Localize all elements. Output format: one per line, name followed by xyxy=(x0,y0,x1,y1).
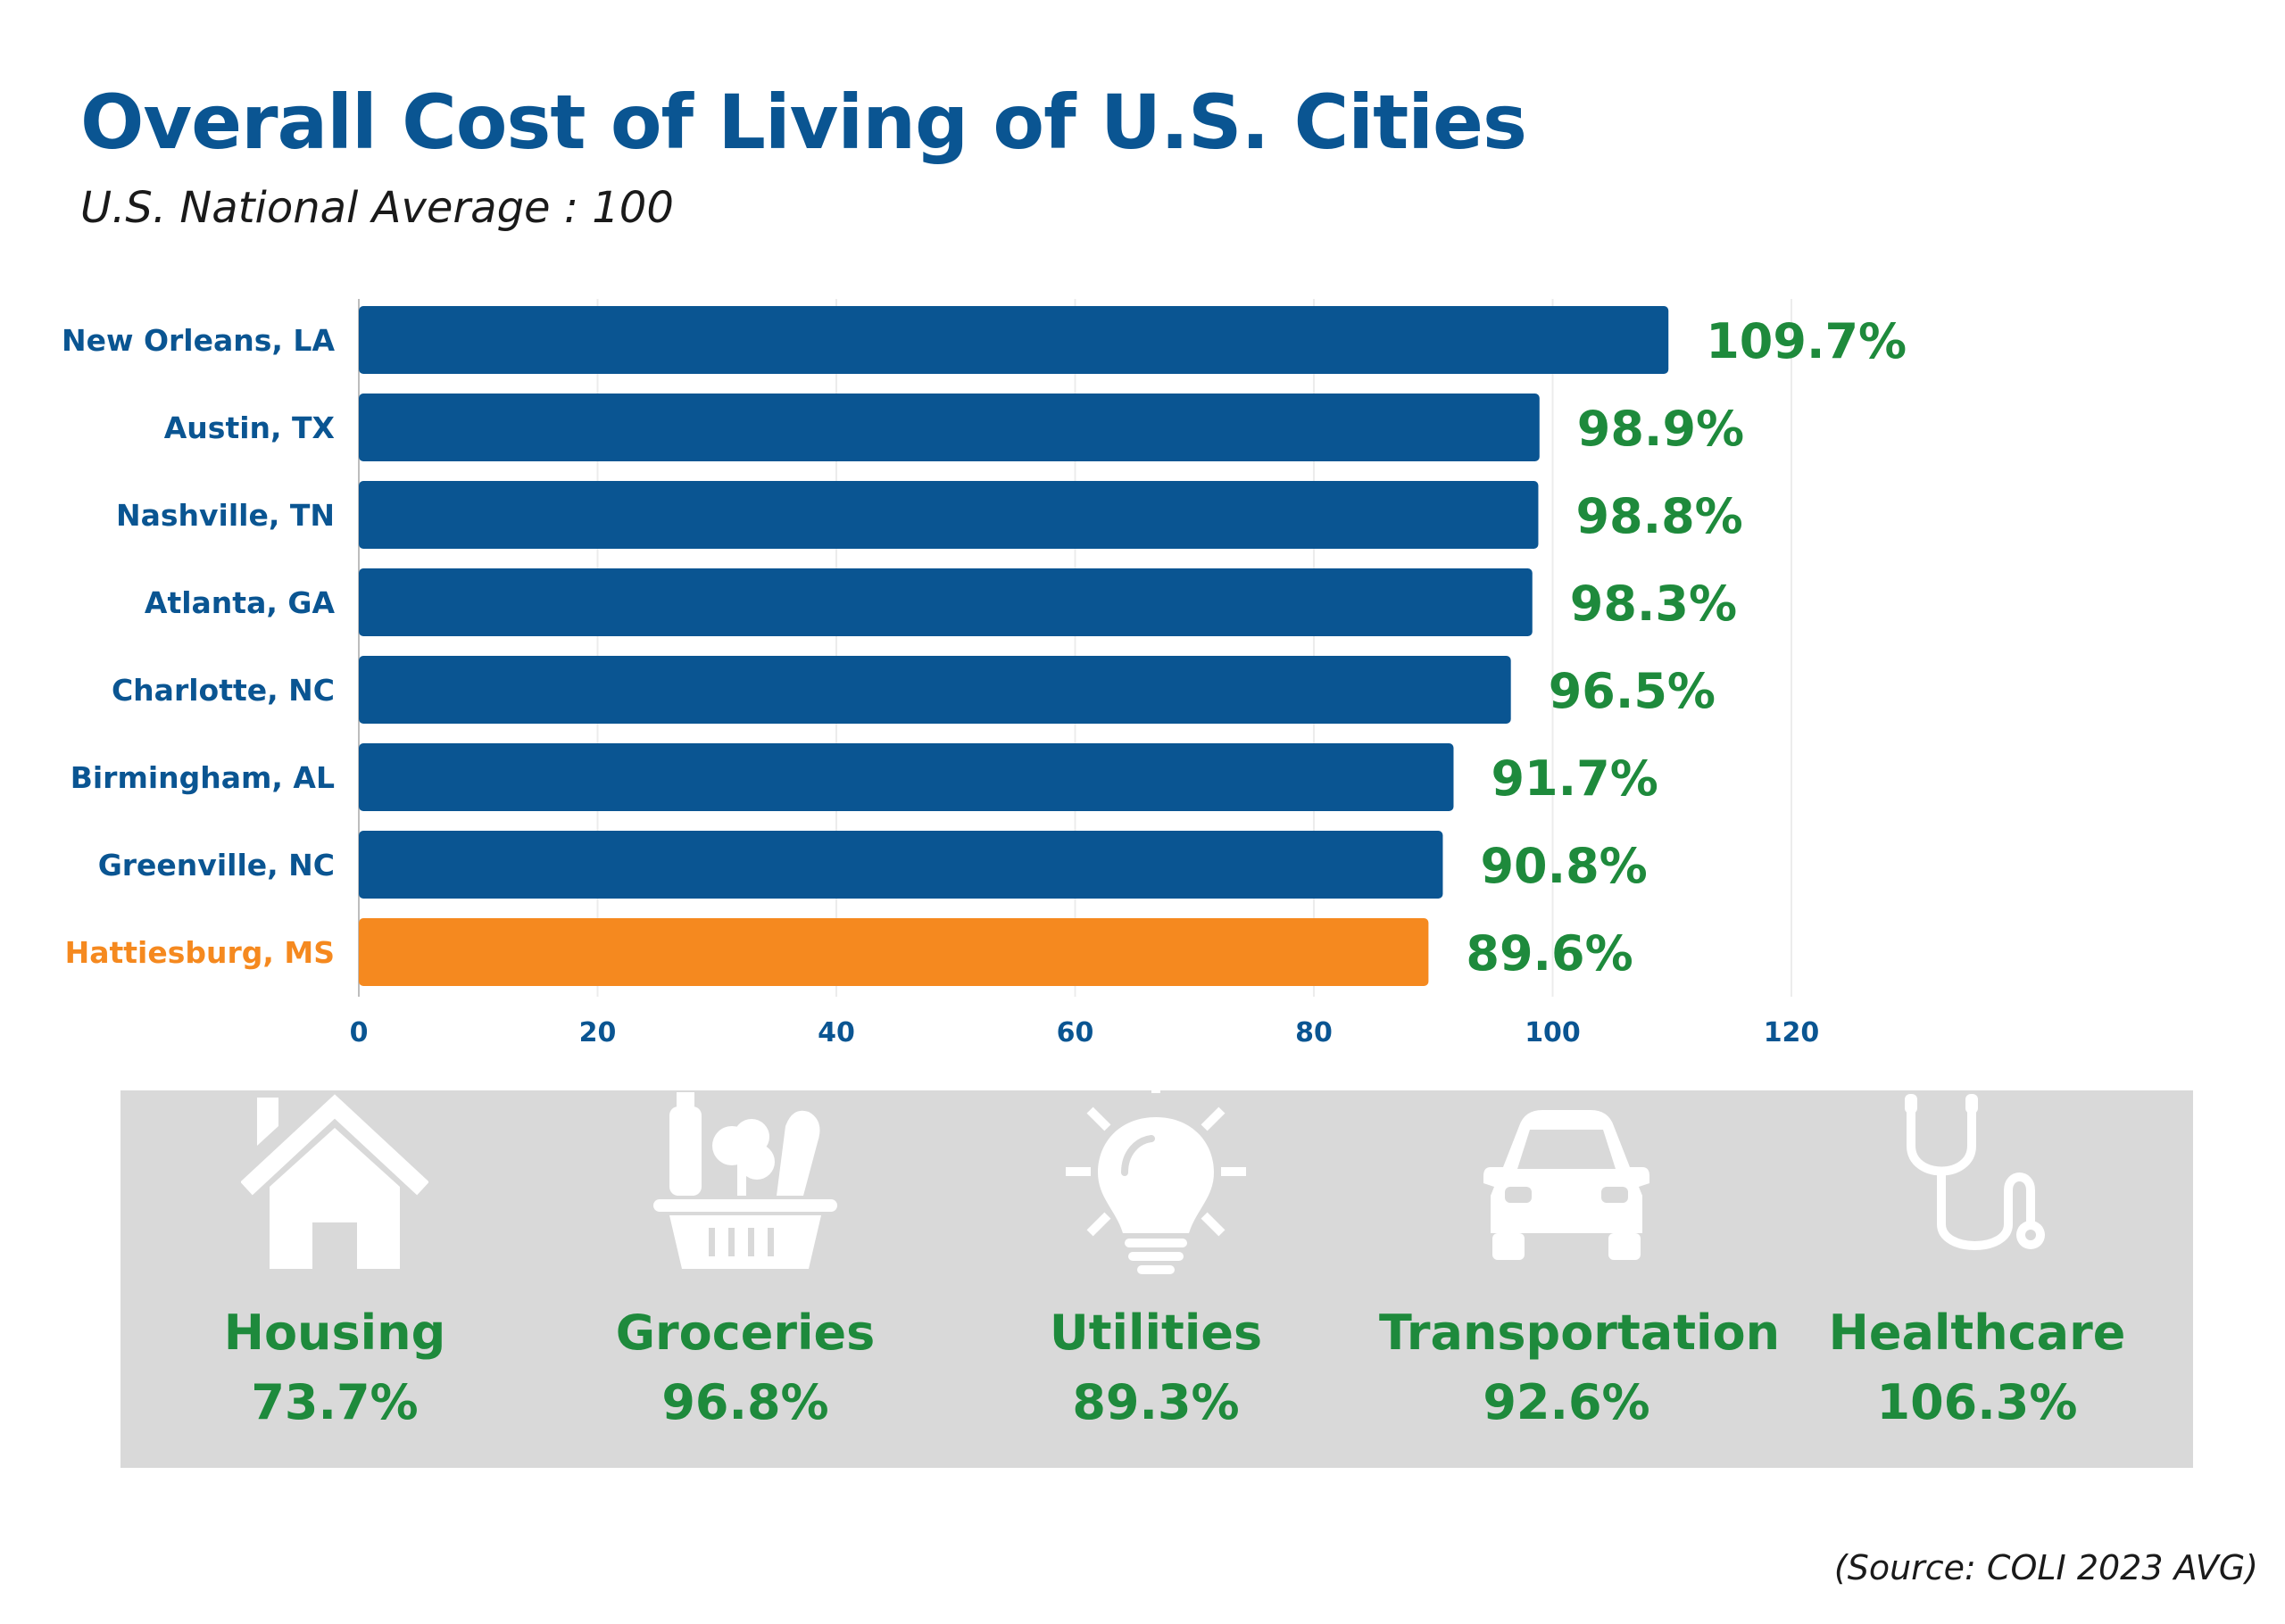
bar xyxy=(359,918,1429,986)
bar xyxy=(359,568,1533,636)
category-groceries: Groceries 96.8% xyxy=(558,1090,933,1468)
category-value: 89.3% xyxy=(1072,1374,1240,1430)
value-label: 91.7% xyxy=(1491,750,1658,807)
bar xyxy=(359,831,1443,899)
category-value: 106.3% xyxy=(1876,1374,2078,1430)
category-utilities: Utilities 89.3% xyxy=(968,1068,1343,1468)
value-label: 98.9% xyxy=(1577,401,1744,457)
category-label: New Orleans, LA xyxy=(62,323,335,358)
x-tick-label: 120 xyxy=(1764,1017,1820,1048)
category-housing: Housing 73.7% xyxy=(147,1090,522,1468)
bars xyxy=(359,306,1669,986)
category-label: Nashville, TN xyxy=(116,498,335,533)
source-note: (Source: COLI 2023 AVG) xyxy=(1833,1548,2258,1587)
category-value: 73.7% xyxy=(251,1374,419,1430)
category-label: Housing xyxy=(223,1305,446,1361)
category-labels: New Orleans, LA Austin, TX Nashville, TN At… xyxy=(62,323,335,970)
category-label: Hattiesburg, MS xyxy=(65,935,335,970)
x-tick-label: 0 xyxy=(350,1017,369,1048)
category-healthcare: Healthcare 106.3% xyxy=(1790,1090,2165,1468)
value-label: 96.5% xyxy=(1549,663,1716,719)
category-transportation: Transportation 92.6% xyxy=(1379,1090,1781,1468)
bar xyxy=(359,394,1540,461)
x-axis-ticks: 0 20 40 60 80 100 120 xyxy=(350,1017,1820,1048)
category-label: Transportation xyxy=(1379,1305,1781,1361)
stethoscope-icon xyxy=(1905,1094,2045,1250)
bar xyxy=(359,656,1511,724)
category-label: Utilities xyxy=(1049,1305,1263,1361)
value-label: 98.8% xyxy=(1575,488,1742,544)
value-labels: 109.7% 98.9% 98.8% 98.3% 96.5% 91.7% 90.8% 89.6… xyxy=(1466,313,1907,982)
value-label: 98.3% xyxy=(1570,576,1737,632)
category-label: Austin, TX xyxy=(164,410,335,445)
bar xyxy=(359,481,1539,549)
category-panel: Housing 73.7% Groceries 96.8% xyxy=(120,1068,2193,1468)
category-label: Healthcare xyxy=(1828,1305,2126,1361)
bar xyxy=(359,743,1454,811)
x-tick-label: 40 xyxy=(818,1017,855,1048)
page-subtitle: U.S. National Average : 100 xyxy=(80,183,674,233)
x-tick-label: 60 xyxy=(1057,1017,1094,1048)
house-icon xyxy=(241,1094,428,1269)
category-label: Greenville, NC xyxy=(98,848,335,882)
x-tick-label: 100 xyxy=(1525,1017,1581,1048)
category-label: Birmingham, AL xyxy=(71,760,335,795)
category-label: Atlanta, GA xyxy=(145,585,336,620)
bar xyxy=(359,306,1669,374)
category-value: 92.6% xyxy=(1483,1374,1650,1430)
value-label: 89.6% xyxy=(1466,925,1633,982)
category-label: Groceries xyxy=(615,1305,876,1361)
x-tick-label: 80 xyxy=(1295,1017,1333,1048)
value-label: 90.8% xyxy=(1480,838,1647,894)
category-value: 96.8% xyxy=(661,1374,829,1430)
category-label: Charlotte, NC xyxy=(112,673,335,708)
value-label: 109.7% xyxy=(1706,313,1907,369)
cost-of-living-bar-chart: New Orleans, LA Austin, TX Nashville, TN At… xyxy=(62,299,1907,1048)
lightbulb-icon xyxy=(1066,1068,1246,1274)
car-icon xyxy=(1483,1110,1649,1260)
grocery-basket-icon xyxy=(653,1092,837,1269)
x-tick-label: 20 xyxy=(579,1017,617,1048)
page-title: Overall Cost of Living of U.S. Cities xyxy=(80,79,1527,166)
